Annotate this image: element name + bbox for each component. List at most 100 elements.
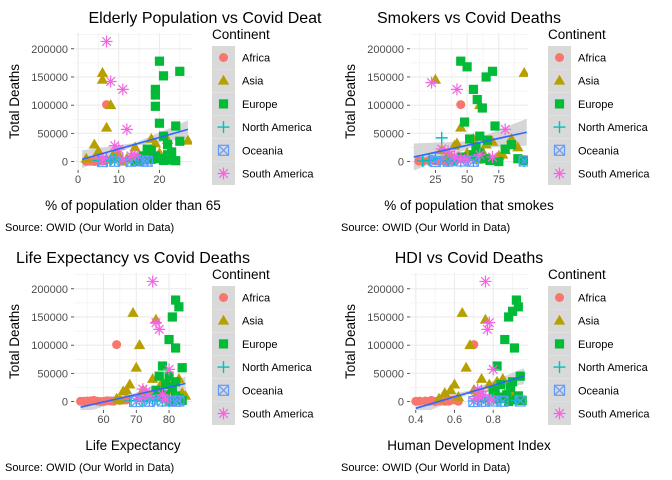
y-axis-label: Total Deaths (7, 64, 22, 139)
data-point (513, 302, 523, 312)
data-point (164, 334, 174, 345)
data-point (120, 123, 133, 136)
legend: Continent Africa Asia Europe North America Oc… (212, 267, 314, 425)
data-point (136, 383, 149, 396)
data-point (88, 138, 101, 149)
data-point (477, 388, 490, 401)
data-point (504, 396, 514, 407)
data-point (157, 361, 168, 371)
legend-label: Asia (242, 76, 264, 88)
series-oceania (468, 395, 526, 408)
y-tick-label: 100000 (31, 340, 68, 352)
data-point (150, 84, 160, 94)
data-point (171, 343, 181, 353)
data-point (96, 67, 109, 77)
source-caption: Source: OWID (Our World in Data) (5, 222, 174, 234)
legend-label: Africa (242, 53, 271, 65)
data-point (130, 361, 142, 372)
legend-label: South America (242, 169, 314, 181)
data-point (425, 76, 438, 89)
data-point (483, 316, 496, 329)
data-point (124, 378, 136, 389)
plot-layer (413, 56, 528, 170)
data-point (450, 83, 463, 96)
x-tick-label: 70 (130, 414, 142, 426)
data-point (475, 131, 485, 141)
data-point (487, 66, 498, 76)
series-south-america (96, 35, 142, 166)
data-point (435, 143, 448, 156)
legend-swatch (553, 167, 566, 180)
data-point (116, 83, 129, 96)
legend-title: Continent (212, 267, 270, 282)
data-point (504, 312, 514, 322)
data-point (448, 149, 461, 162)
data-point (112, 340, 122, 350)
data-point (456, 307, 468, 317)
y-tick-label: 100000 (367, 100, 404, 112)
y-tick-label: 0 (398, 157, 404, 169)
legend-label: Oceania (242, 385, 284, 397)
legend-swatch (218, 99, 229, 109)
chart-title: Life Expectancy vs Covid Deaths (16, 250, 250, 267)
legend-label: Africa (242, 293, 271, 305)
y-tick-label: 50000 (37, 368, 68, 380)
data-point (494, 156, 504, 167)
x-tick-label: 10 (113, 174, 125, 186)
data-point (486, 151, 499, 164)
data-point (507, 306, 518, 316)
y-tick-label: 50000 (37, 128, 68, 140)
data-point (177, 363, 187, 373)
trend-line (80, 382, 186, 408)
data-point (127, 307, 139, 317)
legend-label: Europe (242, 99, 277, 111)
data-point (471, 142, 481, 153)
legend-swatch (553, 361, 566, 374)
data-point (464, 339, 476, 350)
legend-swatch (217, 167, 230, 180)
data-point (475, 385, 488, 398)
data-point (154, 118, 165, 128)
legend-swatch (554, 339, 565, 349)
data-point (473, 148, 486, 161)
x-axis-label: Human Development Index (387, 438, 551, 453)
data-point (477, 103, 487, 113)
chart-title: Smokers vs Covid Deaths (377, 10, 561, 27)
data-point (100, 121, 113, 132)
data-point (416, 154, 429, 167)
data-point (518, 67, 528, 77)
data-point (429, 152, 442, 165)
data-point (159, 393, 172, 406)
legend-label: Oceania (578, 385, 620, 397)
data-point (465, 134, 475, 144)
data-point (167, 312, 177, 322)
data-point (490, 388, 500, 398)
chart-panel-1: 0 50000 100000 150000 200000 0 10 20 Elderly Pop… (5, 10, 322, 234)
legend: Continent Africa Asia Europe North America Oc… (212, 27, 314, 185)
x-tick-label: 0.4 (408, 414, 423, 426)
data-point (515, 371, 525, 381)
trend-line (415, 375, 525, 410)
legend-label: Europe (578, 339, 613, 351)
data-point (156, 388, 169, 401)
x-axis-label: % of population that smokes (384, 198, 554, 213)
data-point (468, 84, 479, 94)
data-point (435, 131, 448, 144)
data-point (444, 384, 457, 395)
legend-swatch (217, 74, 230, 85)
legend-swatch (555, 53, 564, 62)
legend-swatch (217, 361, 230, 374)
data-point (506, 140, 517, 150)
data-point (456, 100, 466, 110)
data-point (161, 380, 171, 390)
x-tick-label: 0.6 (447, 414, 462, 426)
data-point (475, 372, 488, 383)
data-point (497, 395, 509, 407)
data-point (456, 56, 466, 66)
y-tick-label: 200000 (367, 44, 404, 56)
trend-line (81, 128, 189, 161)
data-point (129, 148, 142, 161)
data-point (158, 71, 169, 81)
data-point (153, 323, 166, 336)
